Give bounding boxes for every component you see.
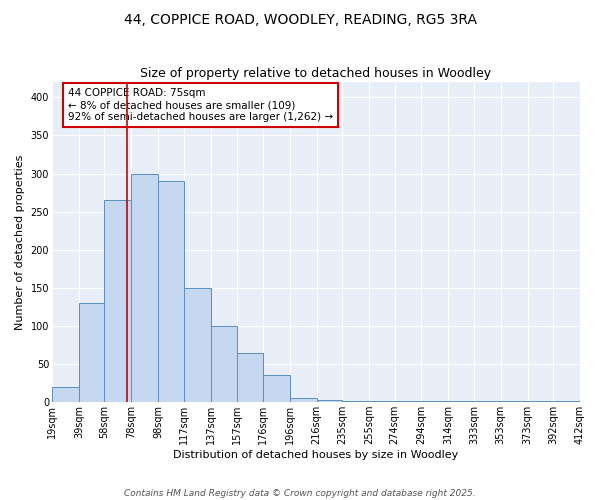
Bar [263, 376, 290, 402]
Bar [211, 326, 238, 402]
X-axis label: Distribution of detached houses by size in Woodley: Distribution of detached houses by size … [173, 450, 458, 460]
Bar [104, 200, 131, 402]
Text: Contains HM Land Registry data © Crown copyright and database right 2025.: Contains HM Land Registry data © Crown c… [124, 488, 476, 498]
Text: 44 COPPICE ROAD: 75sqm
← 8% of detached houses are smaller (109)
92% of semi-det: 44 COPPICE ROAD: 75sqm ← 8% of detached … [68, 88, 333, 122]
Y-axis label: Number of detached properties: Number of detached properties [15, 154, 25, 330]
Text: 44, COPPICE ROAD, WOODLEY, READING, RG5 3RA: 44, COPPICE ROAD, WOODLEY, READING, RG5 … [124, 12, 476, 26]
Bar [158, 181, 184, 402]
Bar [342, 400, 369, 402]
Bar [290, 398, 317, 402]
Bar [52, 387, 79, 402]
Bar [184, 288, 211, 402]
Title: Size of property relative to detached houses in Woodley: Size of property relative to detached ho… [140, 66, 491, 80]
Bar [317, 400, 342, 402]
Bar [238, 352, 263, 402]
Bar [131, 174, 158, 402]
Bar [79, 303, 104, 402]
